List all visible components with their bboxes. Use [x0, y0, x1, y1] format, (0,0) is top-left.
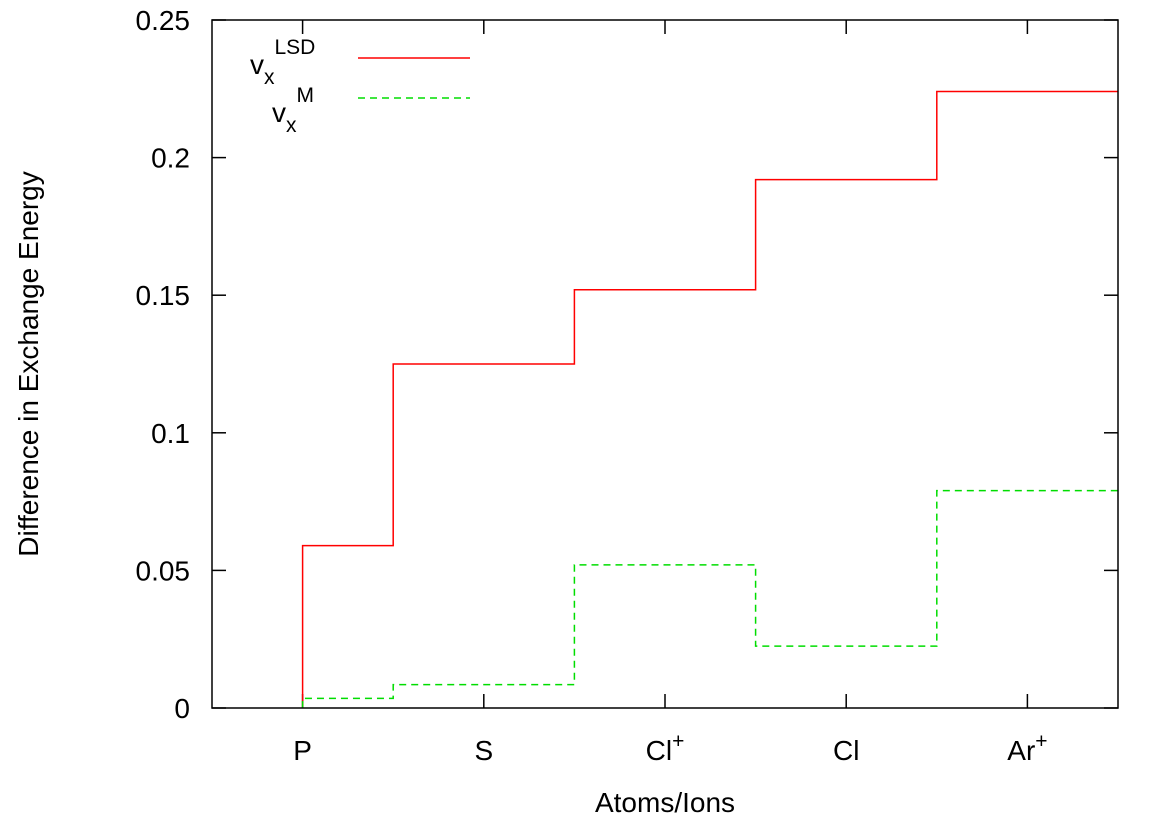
series-layer [301, 90, 1118, 708]
y-tick-label: 0.1 [151, 418, 190, 449]
legend-label: vxM [272, 84, 314, 137]
x-tick-label: Cl [833, 735, 859, 766]
x-tick-label: Cl+ [646, 730, 685, 766]
y-tick-label: 0.25 [136, 5, 191, 36]
tick-marks [212, 19, 1118, 709]
x-tick-label: Ar+ [1007, 730, 1047, 766]
x-tick-labels: P S Cl+ Cl Ar+ [293, 730, 1047, 766]
series-line-lsd [301, 90, 1118, 708]
legend-label: vxLSD [250, 36, 315, 89]
y-tick-label: 0.05 [136, 555, 191, 586]
y-tick-label: 0.2 [151, 143, 190, 174]
y-tick-label: 0 [174, 693, 190, 724]
plot-frame [211, 19, 1119, 709]
x-tick-label: P [293, 735, 312, 766]
x-tick-label: S [474, 735, 493, 766]
y-tick-label: 0.15 [136, 280, 191, 311]
y-tick-labels: 0 0.05 0.1 0.15 0.2 0.25 [136, 5, 191, 724]
x-axis-label: Atoms/Ions [595, 787, 735, 818]
y-axis-label: Difference in Exchange Energy [13, 171, 44, 557]
series-line-m [301, 489, 1118, 708]
